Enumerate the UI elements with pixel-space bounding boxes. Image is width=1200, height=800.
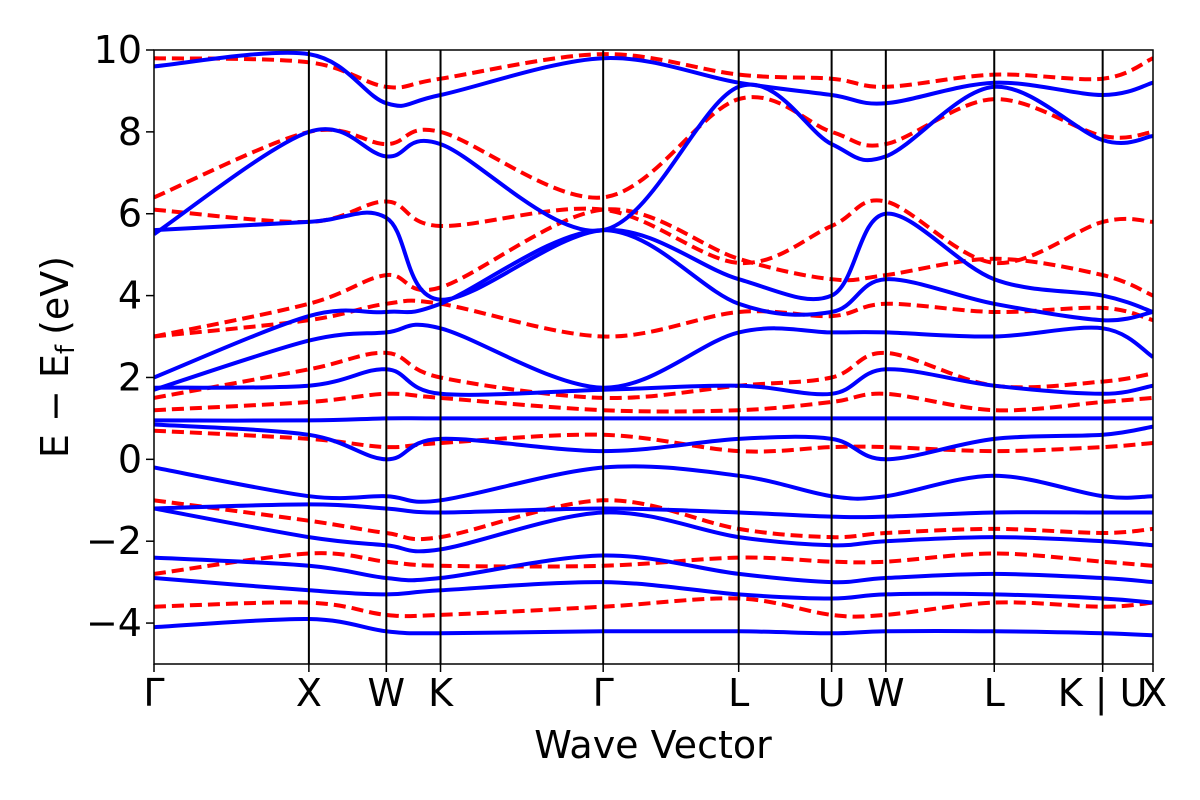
dashed-band-1: [154, 551, 1153, 576]
solid-band-2: [154, 553, 1153, 585]
dashed-band-8: [154, 198, 1153, 265]
solid-band-5: [154, 464, 1153, 504]
y-tick-label: 6: [118, 192, 142, 236]
high-symmetry-lines: [307, 50, 1104, 664]
x-axis-title: Wave Vector: [534, 723, 772, 767]
solid-band-4: [154, 502, 1153, 520]
solid-band-12: [154, 82, 1153, 236]
y-tick-label: −4: [86, 601, 142, 645]
y-axis-title: E − Ef (eV): [33, 256, 81, 458]
solid-band-3: [154, 506, 1153, 554]
solid-band-0: [154, 616, 1153, 638]
dashed-band-3: [154, 428, 1153, 454]
y-tick-label: 4: [118, 274, 142, 318]
y-axis-title-main: E − E: [33, 354, 77, 458]
x-tick-label: K | U: [1058, 671, 1148, 716]
x-tick-label: W: [368, 671, 406, 715]
x-tick-label: X: [1141, 671, 1167, 715]
y-tick-label: −2: [86, 519, 142, 563]
y-tick-label: 10: [94, 28, 142, 72]
dashed-band-2: [154, 498, 1153, 542]
x-tick-label: K: [428, 671, 454, 715]
dashed-band-9: [154, 95, 1153, 200]
solid-band-13: [154, 50, 1153, 108]
y-tick-label: 2: [118, 355, 142, 399]
solid-band-1: [154, 576, 1153, 605]
plot-frame: [153, 49, 1154, 665]
dashed-band-4: [154, 391, 1153, 414]
solid-band-10: [154, 228, 1153, 380]
y-axis-ticks: −4 −2 0 2 4 6 8 10: [86, 28, 154, 645]
y-tick-label: 8: [118, 110, 142, 154]
x-tick-label: L: [728, 671, 749, 715]
y-axis-title-subscript: f: [51, 344, 81, 354]
solid-band-6: [154, 416, 1153, 423]
x-tick-label: W: [867, 671, 905, 715]
x-tick-label: Γ: [593, 671, 614, 715]
x-tick-label: U: [818, 671, 846, 715]
x-tick-label: Γ: [143, 671, 164, 715]
dashed-band-0: [154, 596, 1153, 619]
x-tick-label: L: [984, 671, 1005, 715]
band-lines: [154, 50, 1153, 638]
solid-band-7: [154, 422, 1153, 462]
y-axis-title-unit: (eV): [33, 256, 77, 335]
solid-band-8: [154, 367, 1153, 397]
dashed-band-7: [154, 207, 1153, 339]
solid-band-9: [154, 322, 1153, 392]
y-tick-label: 0: [118, 437, 142, 481]
x-tick-label: X: [296, 671, 322, 715]
